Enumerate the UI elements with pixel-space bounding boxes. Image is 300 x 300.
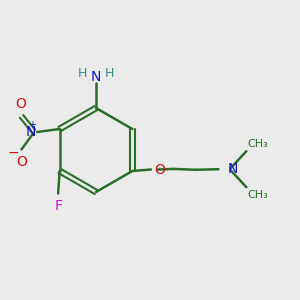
Text: O: O	[16, 155, 27, 169]
Text: N: N	[25, 125, 36, 139]
Text: H: H	[78, 67, 87, 80]
Text: O: O	[15, 97, 26, 111]
Text: +: +	[28, 120, 37, 130]
Text: F: F	[54, 199, 62, 213]
Text: CH₃: CH₃	[248, 190, 268, 200]
Text: N: N	[227, 162, 238, 176]
Text: CH₃: CH₃	[248, 139, 268, 149]
Text: H: H	[105, 67, 114, 80]
Text: O: O	[154, 163, 165, 176]
Text: −: −	[7, 146, 19, 159]
Text: N: N	[91, 70, 101, 84]
